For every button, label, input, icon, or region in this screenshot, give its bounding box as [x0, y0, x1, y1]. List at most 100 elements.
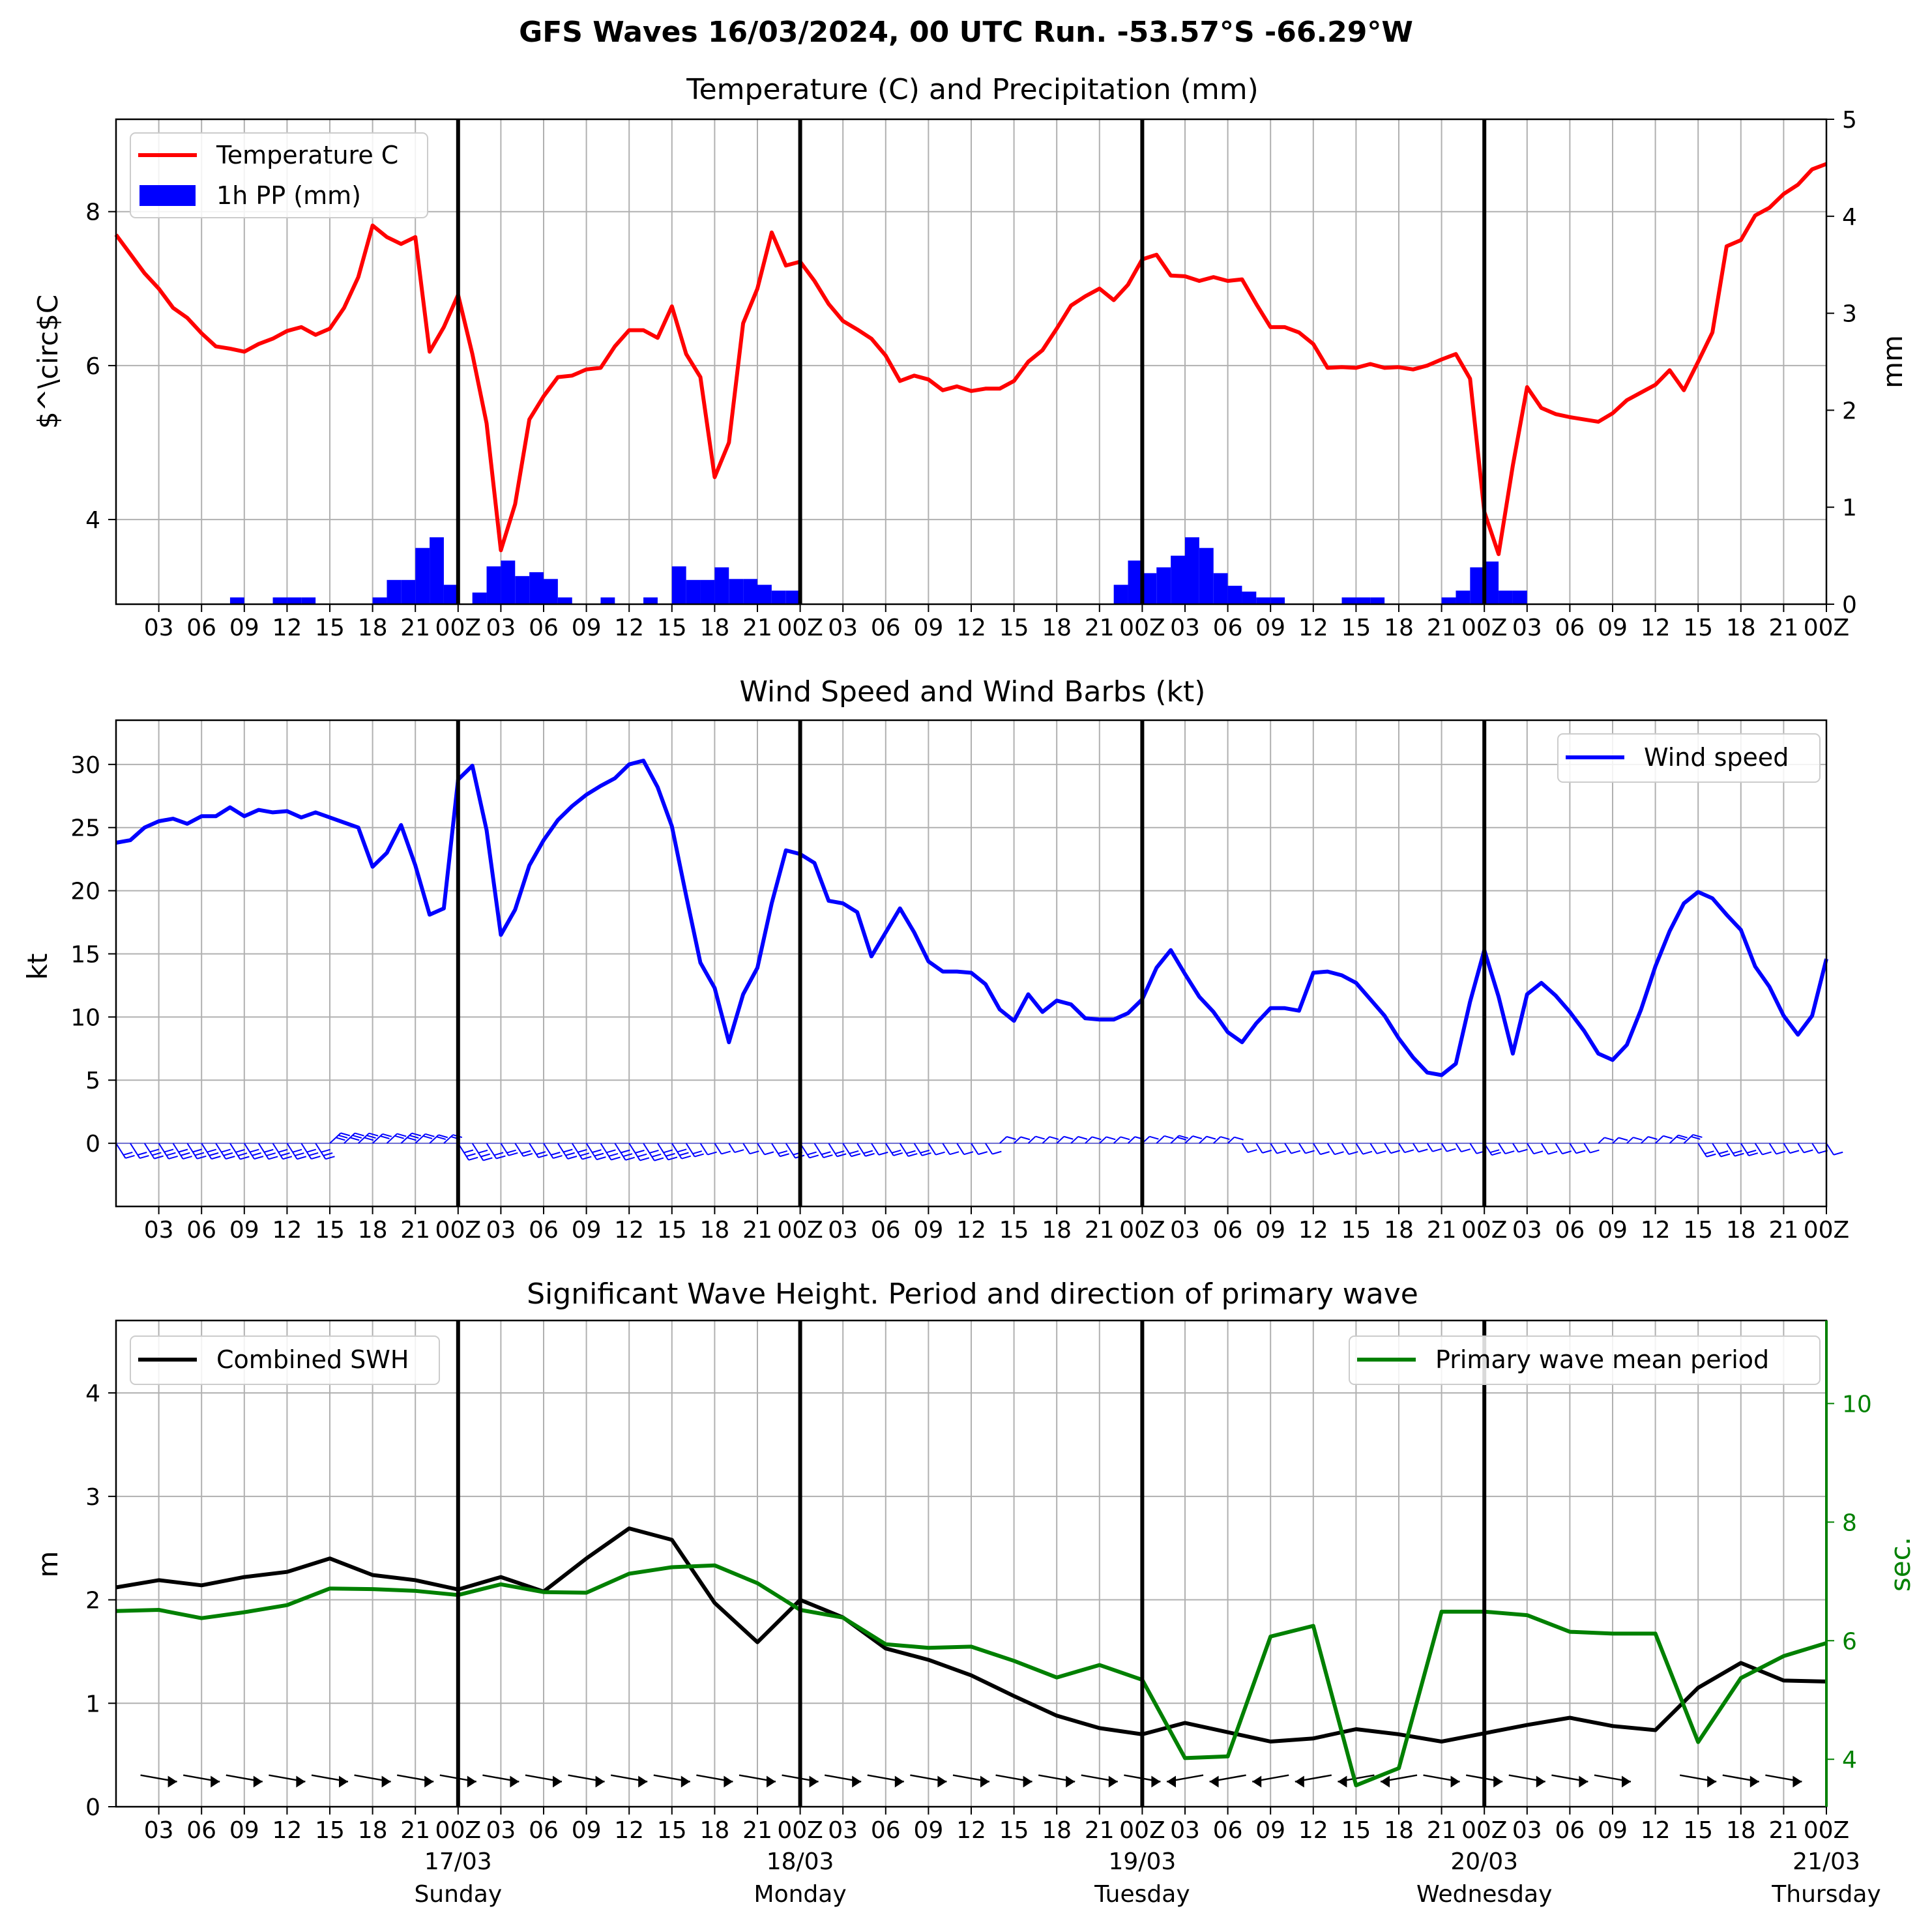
wind-barb-flag	[1049, 1136, 1059, 1141]
wind-barb-flag	[364, 1137, 374, 1141]
wind-barb	[1085, 1136, 1093, 1144]
wind-barb-flag	[835, 1150, 845, 1154]
wind-barb-flag	[1491, 1152, 1501, 1156]
precip-bar	[771, 591, 786, 604]
wind-barb	[971, 1143, 979, 1155]
wave-direction-arrowhead	[1338, 1775, 1347, 1788]
wind-barb-flag	[1276, 1150, 1287, 1154]
figure-title: GFS Waves 16/03/2024, 00 UTC Run. -53.57…	[519, 16, 1413, 49]
panel3-legend-swh-box	[130, 1335, 440, 1385]
wind-barb-flag	[152, 1152, 162, 1156]
precip-bar	[272, 597, 287, 604]
wind-barb-flag	[1035, 1135, 1045, 1140]
weekday-label-4: Thursday	[1771, 1881, 1881, 1908]
wind-barb-flag	[1077, 1135, 1088, 1140]
wind-barb	[1241, 1143, 1249, 1153]
wind-barb-flag	[1575, 1150, 1586, 1154]
wind-barb	[243, 1143, 255, 1160]
panel2-xtick-label-16: 03	[828, 1217, 858, 1244]
wave-direction-arrowhead	[424, 1775, 434, 1788]
wind-barb	[172, 1143, 184, 1160]
legend-precipitation-swatch	[139, 185, 196, 206]
panel3-y2tick-label-0: 4	[1842, 1747, 1857, 1773]
wind-barb-flag	[1418, 1148, 1428, 1153]
wind-barb	[1712, 1143, 1721, 1158]
wind-barb-flag	[523, 1153, 533, 1157]
wind-barb-flag	[809, 1154, 819, 1159]
wind-barb-flag	[226, 1156, 235, 1160]
panel2-xtick-label-39: 00Z	[1804, 1217, 1849, 1244]
panel2-xtick-label-3: 12	[272, 1217, 302, 1244]
wind-barb	[1099, 1136, 1107, 1144]
precip-bar	[372, 597, 387, 604]
precip-bar	[415, 547, 430, 604]
wind-barb	[956, 1143, 965, 1155]
wind-barb-flag	[1220, 1136, 1230, 1141]
wind-barb-flag	[536, 1151, 546, 1156]
panel3-xtick-label-34: 09	[1598, 1817, 1628, 1844]
wave-direction-arrowhead	[980, 1775, 989, 1788]
wind-barb	[828, 1143, 838, 1157]
wind-barb-flag	[463, 1149, 474, 1154]
wind-barb-flag	[654, 1157, 664, 1161]
wind-barb-flag	[1833, 1151, 1843, 1156]
legend-period-label: Primary wave mean period	[1435, 1345, 1769, 1374]
precip-bar	[1156, 567, 1171, 604]
wind-barb	[1826, 1143, 1835, 1156]
wind-barb	[1042, 1136, 1050, 1144]
wave-direction-arrowhead	[339, 1775, 348, 1788]
wave-direction-arrowhead	[809, 1775, 819, 1788]
panel1-xtick-label-30: 21	[1427, 615, 1457, 641]
panel2-ytick-label-4: 20	[70, 879, 100, 905]
precip-bar	[486, 566, 501, 604]
wave-direction-arrowhead	[253, 1775, 263, 1788]
wind-barb-flag	[565, 1152, 575, 1156]
weekday-label-3: Wednesday	[1416, 1881, 1552, 1908]
wind-barb-flag	[821, 1151, 831, 1156]
panel2-xtick-label-9: 06	[529, 1217, 559, 1244]
panel1-xtick-label-25: 06	[1213, 615, 1243, 641]
wind-barb-flag	[149, 1148, 160, 1153]
wind-barb-flag	[1320, 1151, 1330, 1156]
panel3-xtick-label-7: 00Z	[435, 1817, 481, 1844]
wind-barb-flag	[734, 1149, 744, 1154]
wind-barb-flag	[483, 1157, 493, 1161]
wave-direction-arrowhead	[724, 1775, 733, 1788]
precip-bar	[472, 592, 487, 604]
precip-bar	[743, 579, 757, 604]
precip-bar	[1512, 591, 1527, 604]
wave-direction-arrowhead	[1579, 1775, 1588, 1788]
wind-barb	[742, 1143, 751, 1154]
wind-barb-flag	[436, 1136, 446, 1141]
panel1-xtick-label-0: 03	[144, 615, 174, 641]
wave-direction-arrowhead	[767, 1775, 776, 1788]
wind-barb-flag	[1305, 1150, 1315, 1154]
wind-barb-flag	[164, 1148, 174, 1153]
panel3-xtick-label-19: 12	[956, 1817, 986, 1844]
wind-barb-flag	[338, 1134, 348, 1139]
panel1-y2tick-label-3: 3	[1842, 301, 1857, 328]
panel2-xtick-label-11: 12	[614, 1217, 644, 1244]
precip-bar	[1470, 567, 1485, 604]
panel3-xtick-label-4: 15	[315, 1817, 345, 1844]
wind-barb-flag	[908, 1153, 918, 1157]
temperature-line	[114, 162, 1828, 557]
precip-bar	[1499, 591, 1513, 604]
panel3-y2tick-label-2: 8	[1842, 1510, 1857, 1536]
wind-barb	[699, 1143, 709, 1156]
wind-barb	[871, 1143, 880, 1156]
panel1-xtick-label-15: 00Z	[777, 615, 823, 641]
wind-barb-flag	[1705, 1150, 1714, 1155]
wind-barb-flag	[380, 1135, 390, 1139]
wind-barb-flag	[166, 1152, 176, 1156]
precip-bar	[544, 579, 558, 604]
panel1-xtick-label-13: 18	[699, 615, 729, 641]
panel2-xtick-label-8: 03	[486, 1217, 516, 1244]
wave-direction-arrowhead	[211, 1775, 220, 1788]
panel3-ylabel: m	[32, 1551, 64, 1578]
panel3-ytick-label-3: 3	[85, 1484, 100, 1511]
panel3-xtick-label-20: 15	[999, 1817, 1029, 1844]
panel3-xtick-label-26: 09	[1255, 1817, 1285, 1844]
wind-barb-flag	[1432, 1148, 1442, 1152]
